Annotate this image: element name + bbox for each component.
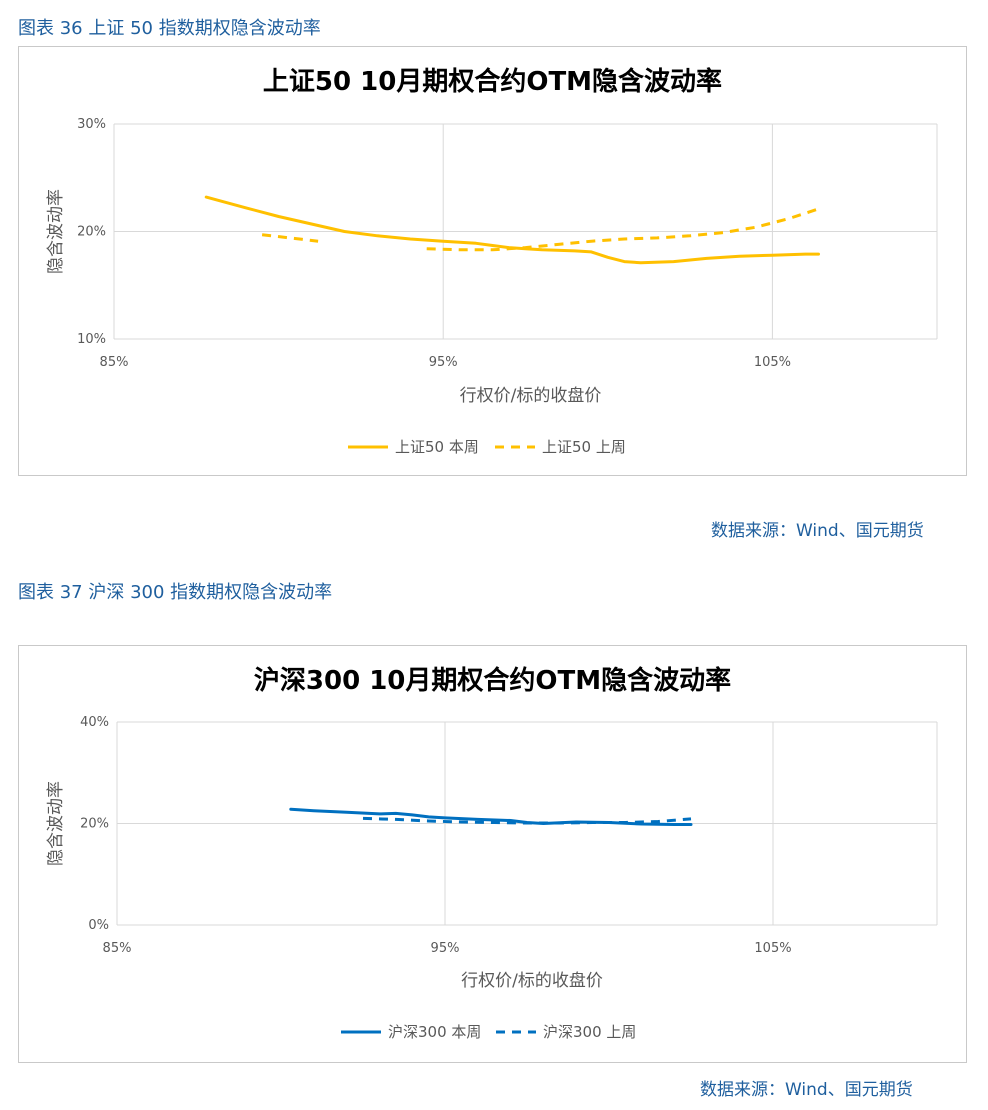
figure-caption: 图表 36 上证 50 指数期权隐含波动率 [18,18,321,39]
y-tick-label: 40% [80,715,109,730]
y-axis-title: 隐含波动率 [46,189,66,274]
data-source: 数据来源：Wind、国元期货 [711,521,924,541]
chart-panel-csi300: 沪深300 10月期权合约OTM隐含波动率 0% 20% 40% 85% 95% 105%… [18,645,967,1063]
chart-title: 上证50 10月期权合约OTM隐含波动率 [262,67,723,97]
x-tick-label: 95% [431,941,460,956]
y-axis-title: 隐含波动率 [46,781,66,866]
x-tick-label: 95% [429,355,458,370]
data-source: 数据来源：Wind、国元期货 [700,1080,913,1100]
x-axis-title: 行权价/标的收盘价 [460,386,602,406]
y-tick-label: 10% [77,332,106,347]
series-line-this-week [289,807,693,826]
figure-caption: 图表 37 沪深 300 指数期权隐含波动率 [18,582,333,603]
legend-label: 沪深300 上周 [543,1023,636,1041]
y-tick-label: 30% [77,117,106,132]
series-line-last-week [261,233,319,243]
legend-label: 上证50 本周 [395,438,479,456]
x-tick-label: 105% [754,941,791,956]
x-tick-label: 85% [100,355,129,370]
x-axis-title: 行权价/标的收盘价 [461,971,603,991]
chart-panel-sse50: 上证50 10月期权合约OTM隐含波动率 10% 20% 30% 85% 95% 105%… [18,46,967,476]
y-tick-label: 0% [88,918,109,933]
series-line-last-week [426,207,819,252]
series-line-this-week [204,195,820,265]
x-tick-label: 105% [754,355,791,370]
y-tick-label: 20% [80,817,109,832]
legend-label: 上证50 上周 [542,438,626,456]
chart-title: 沪深300 10月期权合约OTM隐含波动率 [253,666,732,696]
x-tick-label: 85% [103,941,132,956]
legend-label: 沪深300 本周 [388,1023,481,1041]
y-tick-label: 20% [77,225,106,240]
series-line-last-week [362,816,692,825]
